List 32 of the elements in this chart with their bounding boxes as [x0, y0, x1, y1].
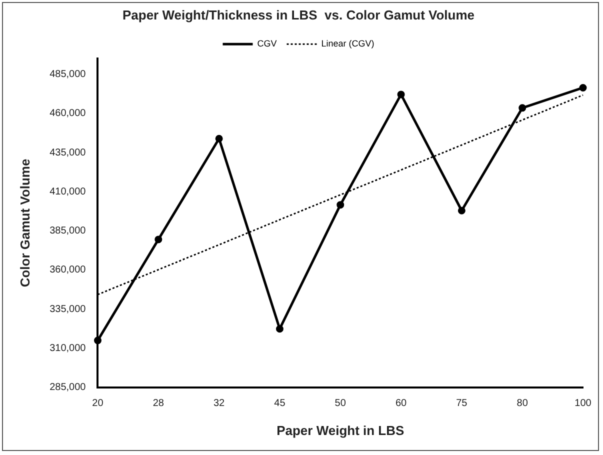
chart-title: Paper Weight/Thickness in LBS vs. Color Gamut Volume: [122, 7, 475, 22]
point: [276, 325, 284, 333]
point: [397, 90, 405, 98]
x-axis-title: Paper Weight in LBS: [276, 422, 405, 438]
x-tick-label: 20: [92, 398, 104, 410]
x-tick-label: 28: [152, 398, 164, 410]
point: [336, 201, 344, 209]
point: [518, 104, 526, 112]
legend-label: CGV: [257, 38, 277, 49]
x-tick-label: 32: [214, 398, 226, 410]
point: [215, 134, 223, 142]
y-axis-title: Color Gamut Volume: [17, 158, 32, 288]
point: [458, 206, 466, 214]
x-tick-label: 45: [274, 398, 286, 410]
x-tick-label: 75: [456, 398, 468, 410]
y-tick-label: 435,000: [50, 147, 86, 158]
y-tick-label: 410,000: [50, 186, 86, 198]
y-tick-label: 460,000: [50, 108, 86, 120]
x-tick-label: 60: [395, 398, 408, 410]
point: [94, 336, 102, 344]
y-tick-label: 285,000: [50, 382, 86, 394]
x-tick-label: 80: [516, 398, 528, 410]
y-tick-label: 310,000: [50, 343, 86, 354]
y-tick-label: 485,000: [50, 69, 86, 80]
legend-label: Linear (CGV): [321, 38, 374, 49]
x-tick-label: 100: [574, 398, 592, 410]
y-tick-label: 385,000: [50, 226, 86, 237]
x-tick-label: 50: [334, 398, 346, 410]
point: [579, 84, 587, 92]
y-tick-label: 360,000: [50, 264, 86, 276]
point: [154, 236, 162, 244]
y-tick-label: 335,000: [50, 304, 86, 315]
